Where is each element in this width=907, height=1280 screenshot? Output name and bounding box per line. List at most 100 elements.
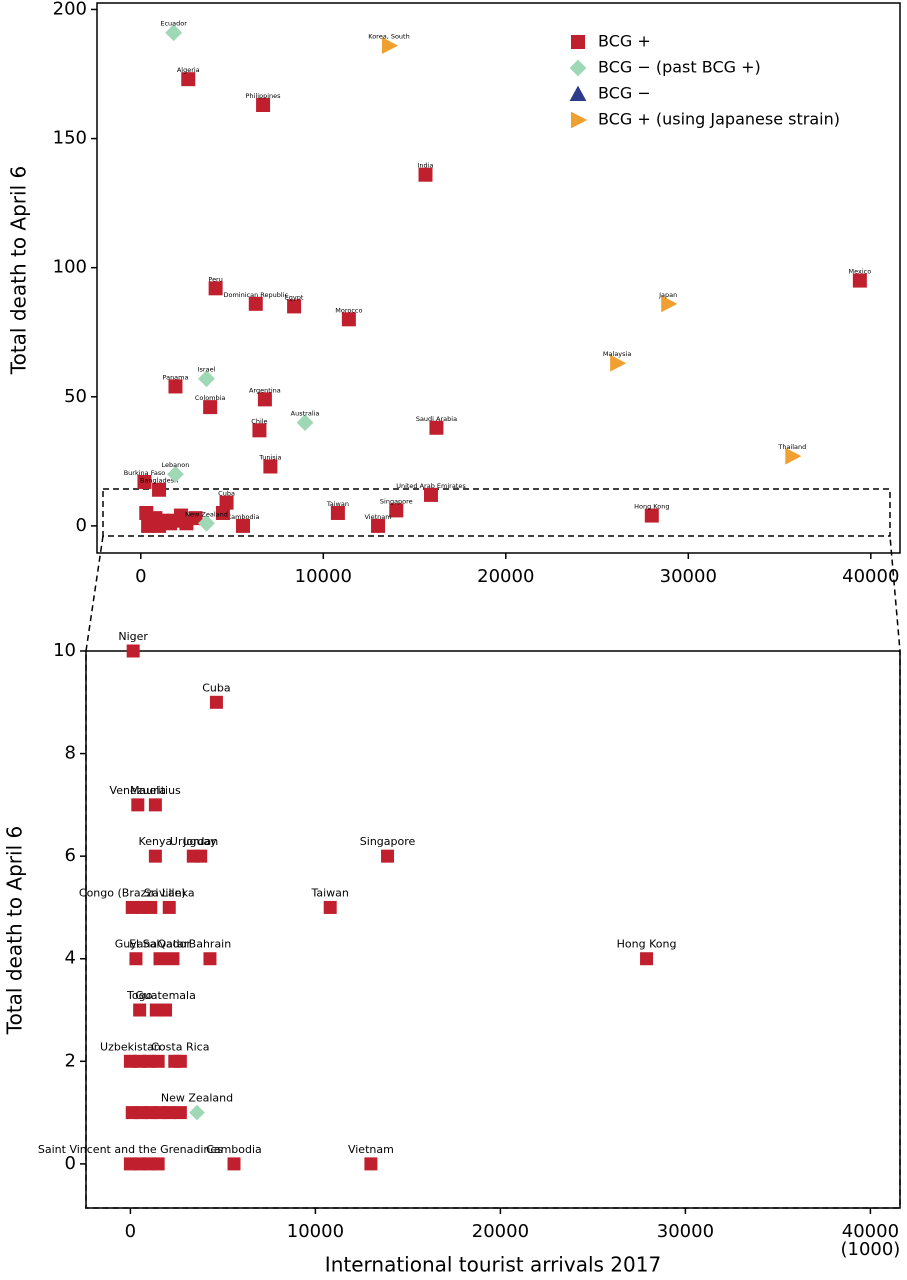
zoom-box (102, 488, 891, 537)
point-label: Egypt (285, 293, 304, 301)
marker-square (148, 798, 162, 812)
marker-square (151, 1157, 165, 1171)
point-label: Panama (162, 373, 188, 381)
point-label: Togo (126, 989, 153, 1002)
point-label: Taiwan (326, 500, 349, 508)
marker-square (151, 1054, 165, 1068)
marker-square (148, 849, 162, 863)
marker-diamond (167, 465, 184, 483)
x-tick-label: 30000 (657, 1221, 714, 1242)
marker-square (166, 952, 180, 966)
marker-square (429, 420, 444, 435)
point-label: Guatemala (135, 989, 196, 1002)
point-label: Kenya (139, 835, 173, 848)
marker-right (661, 295, 678, 313)
y-tick-label: 8 (65, 743, 76, 764)
marker-square (141, 518, 156, 533)
point-label: United Arab Emirates (396, 482, 466, 490)
marker-diamond (198, 370, 215, 388)
point-label: Jordan (182, 835, 218, 848)
y-tick-label: 0 (65, 1153, 76, 1174)
marker-square (144, 900, 158, 914)
marker-square (418, 167, 433, 182)
marker-square (423, 487, 438, 502)
marker-square (236, 518, 250, 533)
marker-square (152, 482, 167, 497)
marker-square (152, 518, 167, 533)
marker-square (149, 1003, 163, 1017)
marker-square (188, 511, 203, 526)
marker-square (644, 508, 659, 523)
marker-square (389, 503, 404, 518)
marker-square (215, 505, 230, 520)
point-label: Hong Kong (617, 938, 677, 951)
y-tick-label: 2 (65, 1050, 76, 1071)
x-tick-label: 10000 (287, 1221, 344, 1242)
point-label: Vietnam (348, 1143, 394, 1156)
marker-square (203, 952, 217, 966)
point-label: Hong Kong (634, 503, 669, 511)
marker-square (330, 505, 345, 520)
point-label: Saudi Arabia (416, 415, 457, 423)
point-label: Thailand (777, 443, 806, 451)
marker-square (194, 849, 208, 863)
marker-square (162, 1106, 176, 1120)
marker-square (323, 900, 337, 914)
marker-diamond (198, 514, 215, 532)
point-label: Japan (658, 291, 677, 299)
marker-square (168, 379, 183, 394)
marker-right (785, 447, 802, 465)
marker-diamond (189, 1104, 205, 1121)
legend-label: BCG + (using Japanese strain) (598, 110, 840, 129)
marker-square (203, 400, 218, 415)
point-label: Niger (118, 630, 148, 643)
point-label: Chile (251, 417, 267, 425)
point-label: Mexico (848, 268, 871, 276)
x-tick-label: 40000 (842, 566, 899, 587)
x-tick-label: 0 (125, 1221, 136, 1242)
marker-right (571, 111, 588, 129)
marker-square (153, 952, 167, 966)
point-label: Burkina Faso (124, 469, 166, 477)
point-label: Congo (Brazzaville) (79, 886, 186, 899)
marker-square (126, 644, 140, 658)
x-axis-unit: (1000) (840, 1239, 900, 1260)
point-label: Bangladesh (140, 477, 178, 485)
x-tick-label: 10000 (295, 566, 352, 587)
marker-square (257, 392, 272, 407)
point-label: Guyana (115, 938, 157, 951)
marker-square (256, 97, 271, 112)
point-label: Ecuador (160, 20, 187, 28)
marker-square (371, 518, 386, 533)
marker-square (208, 281, 223, 296)
zoom-guide (85, 535, 901, 1209)
y-tick-label: 150 (53, 128, 87, 149)
point-label: New Zealand (185, 510, 228, 518)
y-axis-label: Total death to April 6 (7, 166, 31, 375)
marker-diamond (165, 24, 183, 42)
point-label: Korea, South (368, 33, 409, 41)
point-label: Cambodia (227, 513, 260, 521)
point-label: Argentina (249, 386, 281, 394)
point-label: Singapore (380, 497, 413, 505)
point-label: Malaysia (603, 350, 631, 358)
marker-square (129, 952, 143, 966)
point-label: Venezuela (110, 784, 167, 797)
marker-square (364, 1157, 378, 1171)
plot-frame (96, 2, 901, 554)
marker-square (162, 900, 176, 914)
legend-label: BCG − (598, 84, 651, 103)
y-tick-label: 4 (65, 948, 76, 969)
marker-square (168, 1054, 182, 1068)
marker-square (181, 72, 196, 87)
plot-frame (85, 650, 901, 1209)
y-axis-label: Total death to April 6 (3, 826, 27, 1035)
x-tick-label: 20000 (472, 1221, 529, 1242)
point-label: Cuba (202, 681, 230, 694)
marker-square (131, 798, 145, 812)
marker-square (852, 273, 867, 288)
point-label: Australia (291, 410, 320, 418)
point-label: India (418, 162, 434, 170)
y-tick-label: 100 (53, 257, 87, 278)
